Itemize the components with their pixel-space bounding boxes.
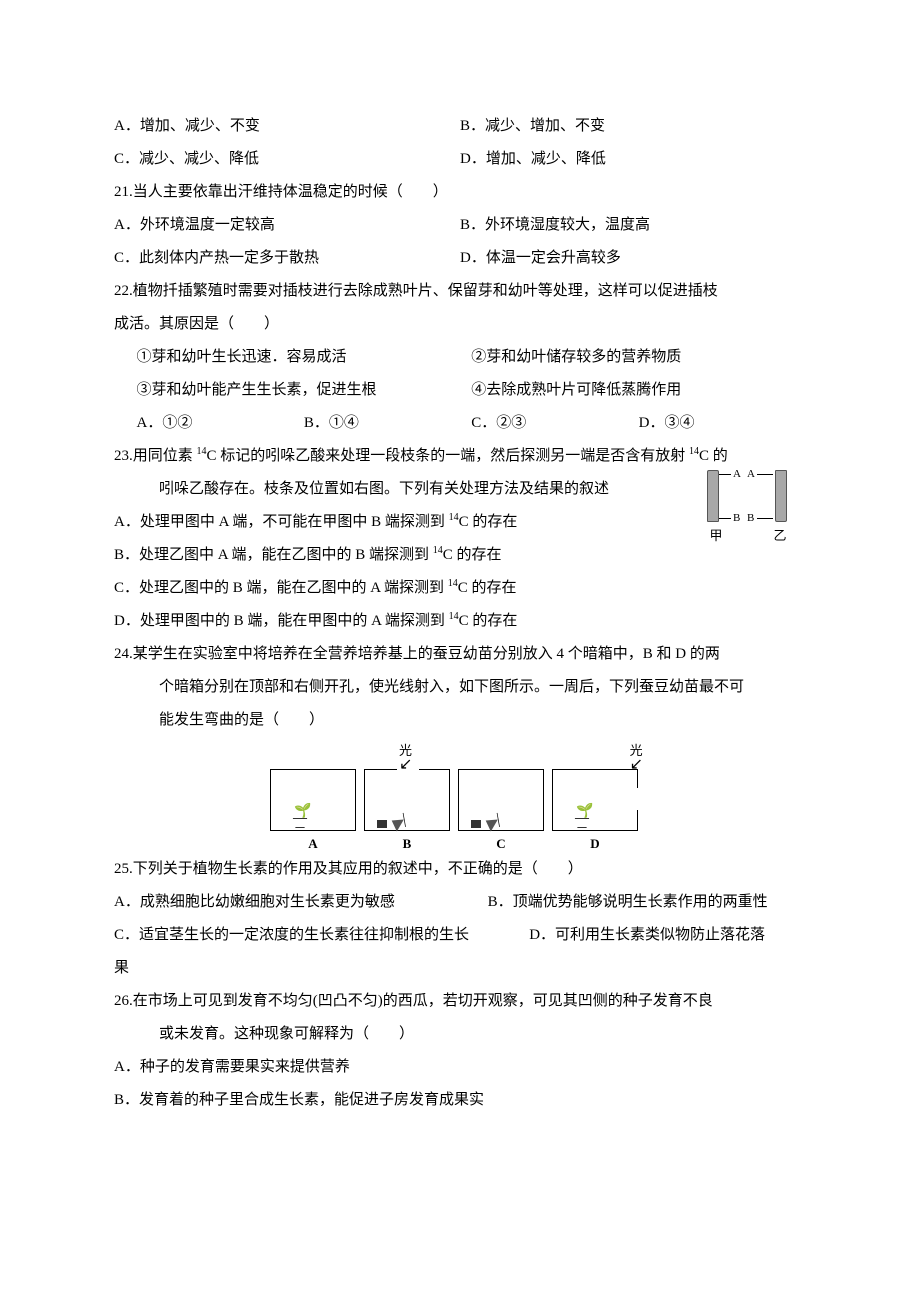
label-a: A [747,469,755,480]
q25-stem: 25.下列关于植物生长素的作用及其应用的叙述中，不正确的是（ ） [114,853,806,886]
q23-s1c: C 的 [699,448,728,464]
q22-s1: ①芽和幼叶生长迅速．容易成活 [137,341,472,374]
stick-icon [707,470,719,522]
wedge-icon [377,820,387,828]
light-arrow-icon: 光↙ [630,744,643,773]
q25-d-tail: 果 [114,952,806,985]
q23-a-pre: A．处理甲图中 A 端，不可能在甲图中 B 端探测到 [114,514,449,530]
q21-d: D．体温一定会升高较多 [460,242,806,275]
q25-c: C．适宜茎生长的一定浓度的生长素往往抑制根的生长 [114,919,529,952]
q21-b: B．外环境湿度较大，温度高 [460,209,806,242]
q26-stem-line1: 26.在市场上可见到发育不均匀(凹凸不匀)的西瓜，若切开观察，可见其凹侧的种子发… [114,985,806,1018]
q23-s1a: 23.用同位素 [114,448,197,464]
pot-icon [573,818,591,828]
line-icon [757,518,773,519]
q21-row1: A．外环境温度一定较高 B．外环境湿度较大，温度高 [114,209,806,242]
arrow-icon: ↙ [399,756,412,773]
q23-block: 23.用同位素 14C 标记的吲哚乙酸来处理一段枝条的一端，然后探测另一端是否含… [114,440,806,638]
sup14-icon: 14 [449,611,459,622]
q23-fig-yi: A B 乙 [753,470,807,540]
q25-d: D．可利用生长素类似物防止落花落 [529,919,806,952]
q24-box-c: — C [458,769,544,831]
q24-stem-line3: 能发生弯曲的是（ ） [114,704,806,737]
caption-yi: 乙 [753,529,807,542]
plant-icon: — [396,812,412,828]
q25-row2: C．适宜茎生长的一定浓度的生长素往往抑制根的生长 D．可利用生长素类似物防止落花… [114,919,806,952]
q23-fig-jia: A B 甲 [689,470,743,540]
q23-figure: A B 甲 A B 乙 [689,470,807,540]
sup14-icon: 14 [448,578,458,589]
q25-b: B．顶端优势能够说明生长素作用的两重性 [488,886,806,919]
caption-jia: 甲 [689,529,743,542]
line-icon [719,474,731,475]
light-arrow-icon: 光↙ [399,744,412,773]
q24-label-d: D [553,837,637,850]
q22-a: A．①② [137,407,304,440]
q22-c: C．②③ [471,407,638,440]
q22-s4: ④去除成熟叶片可降低蒸腾作用 [471,374,806,407]
wedge-icon [471,820,481,828]
q22-options: A．①② B．①④ C．②③ D．③④ [114,407,806,440]
sup14-icon: 14 [197,446,207,457]
q24-box-d: 光↙ 🌱 D [552,769,638,831]
pot-icon [291,818,309,828]
q23-opt-b: B．处理乙图中 A 端，能在乙图中的 B 端探测到 14C 的存在 [114,539,806,572]
q22-d: D．③④ [639,407,806,440]
q22-b: B．①④ [304,407,471,440]
q21-a: A．外环境温度一定较高 [114,209,460,242]
q26-stem-line2: 或未发育。这种现象可解释为（ ） [114,1018,806,1051]
q20-row1: A．增加、减少、不变 B．减少、增加、不变 [114,110,806,143]
q20-row2: C．减少、减少、降低 D．增加、减少、降低 [114,143,806,176]
q22-stem-line2: 成活。其原因是（ ） [114,308,806,341]
line-icon [719,518,731,519]
q24-box-a: 🌱 A [270,769,356,831]
plant-icon: 🌱 [294,805,311,819]
q20-d: D．增加、减少、降低 [460,143,806,176]
q22-s3: ③芽和幼叶能产生生长素，促进生根 [137,374,472,407]
stick-icon [775,470,787,522]
q20-c: C．减少、减少、降低 [114,143,460,176]
q22-sub-row2: ③芽和幼叶能产生生长素，促进生根 ④去除成熟叶片可降低蒸腾作用 [114,374,806,407]
q21-stem: 21.当人主要依靠出汗维持体温稳定的时候（ ） [114,176,806,209]
label-b: B [747,513,754,524]
q23-d-pre: D．处理甲图中的 B 端，能在甲图中的 A 端探测到 [114,613,449,629]
q26-b: B．发育着的种子里合成生长素，能促进子房发育成果实 [114,1084,806,1117]
q24-label-a: A [271,837,355,850]
label-a: A [733,469,741,480]
q25-row1: A．成熟细胞比幼嫩细胞对生长素更为敏感 B．顶端优势能够说明生长素作用的两重性 [114,886,806,919]
q23-b-post: C 的存在 [443,547,502,563]
arrow-icon: ↙ [630,756,643,773]
q20-a: A．增加、减少、不变 [114,110,460,143]
q23-a-post: C 的存在 [459,514,518,530]
plant-icon: — [490,812,506,828]
q24-box-b: 光↙ — B [364,769,450,831]
q25-a: A．成熟细胞比幼嫩细胞对生长素更为敏感 [114,886,488,919]
q24-stem-line2: 个暗箱分别在顶部和右侧开孔，使光线射入，如下图所示。一周后，下列蚕豆幼苗最不可 [114,671,806,704]
q23-d-post: C 的存在 [459,613,518,629]
q22-sub-row1: ①芽和幼叶生长迅速．容易成活 ②芽和幼叶储存较多的营养物质 [114,341,806,374]
q23-stem-line1: 23.用同位素 14C 标记的吲哚乙酸来处理一段枝条的一端，然后探测另一端是否含… [114,440,806,473]
plant-icon: 🌱 [576,805,593,819]
q22-stem-line1: 22.植物扦插繁殖时需要对插枝进行去除成熟叶片、保留芽和幼叶等处理，这样可以促进… [114,275,806,308]
q24-label-b: B [365,837,449,850]
q23-s1b: C 标记的吲哚乙酸来处理一段枝条的一端，然后探测另一端是否含有放射 [207,448,690,464]
q23-b-pre: B．处理乙图中 A 端，能在乙图中的 B 端探测到 [114,547,433,563]
q24-figure: 🌱 A 光↙ — B — C 光↙ 🌱 D [270,741,650,831]
line-icon [757,474,773,475]
q23-opt-c: C．处理乙图中的 B 端，能在乙图中的 A 端探测到 14C 的存在 [114,572,806,605]
q24-stem-line1: 24.某学生在实验室中将培养在全营养培养基上的蚕豆幼苗分别放入 4 个暗箱中，B… [114,638,806,671]
sup14-icon: 14 [449,512,459,523]
q23-c-post: C 的存在 [458,580,517,596]
q21-row2: C．此刻体内产热一定多于散热 D．体温一定会升高较多 [114,242,806,275]
q21-c: C．此刻体内产热一定多于散热 [114,242,460,275]
q24-label-c: C [459,837,543,850]
q26-a: A．种子的发育需要果实来提供营养 [114,1051,806,1084]
label-b: B [733,513,740,524]
sup14-icon: 14 [689,446,699,457]
sup14-icon: 14 [433,545,443,556]
q22-s2: ②芽和幼叶储存较多的营养物质 [471,341,806,374]
q23-opt-d: D．处理甲图中的 B 端，能在甲图中的 A 端探测到 14C 的存在 [114,605,806,638]
q23-c-pre: C．处理乙图中的 B 端，能在乙图中的 A 端探测到 [114,580,448,596]
q20-b: B．减少、增加、不变 [460,110,806,143]
